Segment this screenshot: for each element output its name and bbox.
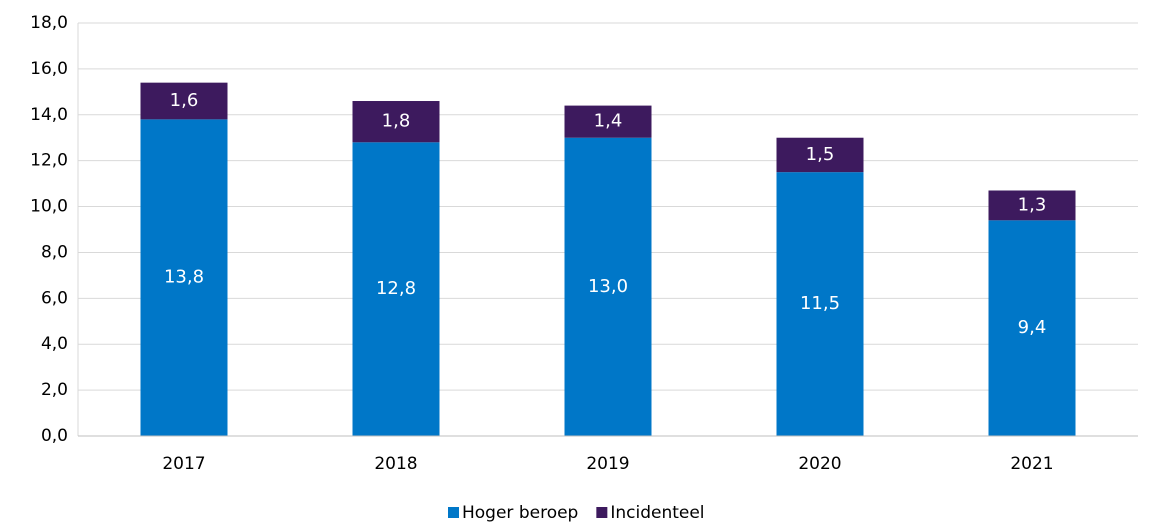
value-label: 13,8 bbox=[164, 267, 204, 288]
x-tick-label: 2021 bbox=[1010, 454, 1053, 474]
value-label: 12,8 bbox=[376, 278, 416, 299]
y-tick-label: 2,0 bbox=[41, 380, 68, 400]
bar-segment bbox=[352, 142, 440, 437]
value-label: 11,5 bbox=[800, 293, 840, 314]
y-tick-label: 16,0 bbox=[30, 59, 68, 79]
bar-segment bbox=[140, 119, 228, 436]
value-label: 1,3 bbox=[1018, 194, 1047, 215]
y-tick-label: 18,0 bbox=[30, 13, 68, 33]
x-tick-label: 2019 bbox=[586, 454, 629, 474]
value-label: 1,4 bbox=[594, 111, 623, 132]
legend-label: Hoger beroep bbox=[462, 503, 578, 523]
value-label: 1,8 bbox=[382, 111, 411, 132]
y-tick-label: 14,0 bbox=[30, 105, 68, 125]
x-tick-label: 2020 bbox=[798, 454, 841, 474]
bar-segment bbox=[776, 137, 864, 173]
bar-segment bbox=[140, 82, 228, 120]
value-label: 1,6 bbox=[170, 90, 199, 111]
bar-segment bbox=[988, 190, 1076, 221]
value-label: 1,5 bbox=[806, 144, 835, 165]
y-tick-label: 10,0 bbox=[30, 197, 68, 217]
bar-segment bbox=[564, 105, 652, 138]
bar-segment bbox=[988, 220, 1076, 436]
bar-segment bbox=[564, 137, 652, 436]
value-label: 13,0 bbox=[588, 276, 628, 297]
y-tick-label: 4,0 bbox=[41, 334, 68, 354]
bar-segment bbox=[352, 101, 440, 143]
y-tick-label: 12,0 bbox=[30, 151, 68, 171]
legend-swatch bbox=[596, 507, 608, 518]
bar-segment bbox=[776, 172, 864, 436]
legend-label: Incidenteel bbox=[610, 503, 704, 523]
y-tick-label: 8,0 bbox=[41, 242, 68, 262]
y-tick-label: 0,0 bbox=[41, 426, 68, 446]
y-tick-label: 6,0 bbox=[41, 288, 68, 308]
value-label: 9,4 bbox=[1018, 317, 1047, 338]
x-tick-label: 2017 bbox=[162, 454, 205, 474]
legend-swatch bbox=[448, 507, 459, 518]
x-tick-label: 2018 bbox=[374, 454, 417, 474]
